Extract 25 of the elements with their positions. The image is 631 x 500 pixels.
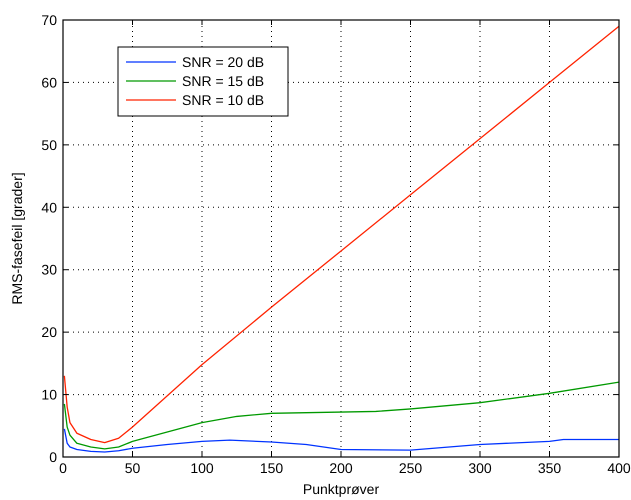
x-tick-label: 100 [190,460,214,476]
line-series [64,26,620,444]
legend-label: SNR = 10 dB [182,92,264,108]
x-tick-label: 50 [124,460,140,476]
y-tick-label: 70 [41,12,58,28]
line-series [64,428,620,453]
x-tick-label: 0 [59,460,68,476]
y-tick-label: 30 [41,262,58,278]
line-series [64,381,620,450]
legend-label: SNR = 20 dB [182,54,264,70]
x-axis-title: Punktprøver [302,481,380,497]
y-axis-title: RMS-fasefeil [grader] [9,172,25,305]
x-tick-label: 250 [398,460,422,476]
x-tick-label: 350 [538,460,562,476]
x-tick-label: 150 [260,460,284,476]
x-tick-label: 400 [607,460,631,476]
y-tick-label: 60 [41,74,58,90]
y-tick-label: 0 [49,449,58,465]
x-tick-label: 200 [329,460,353,476]
y-tick-label: 20 [41,324,58,340]
y-tick-label: 50 [41,136,58,153]
y-tick-label: 40 [41,199,58,216]
legend-label: SNR = 15 dB [182,73,264,89]
y-tick-label: 10 [41,386,58,403]
x-tick-label: 300 [468,460,492,476]
